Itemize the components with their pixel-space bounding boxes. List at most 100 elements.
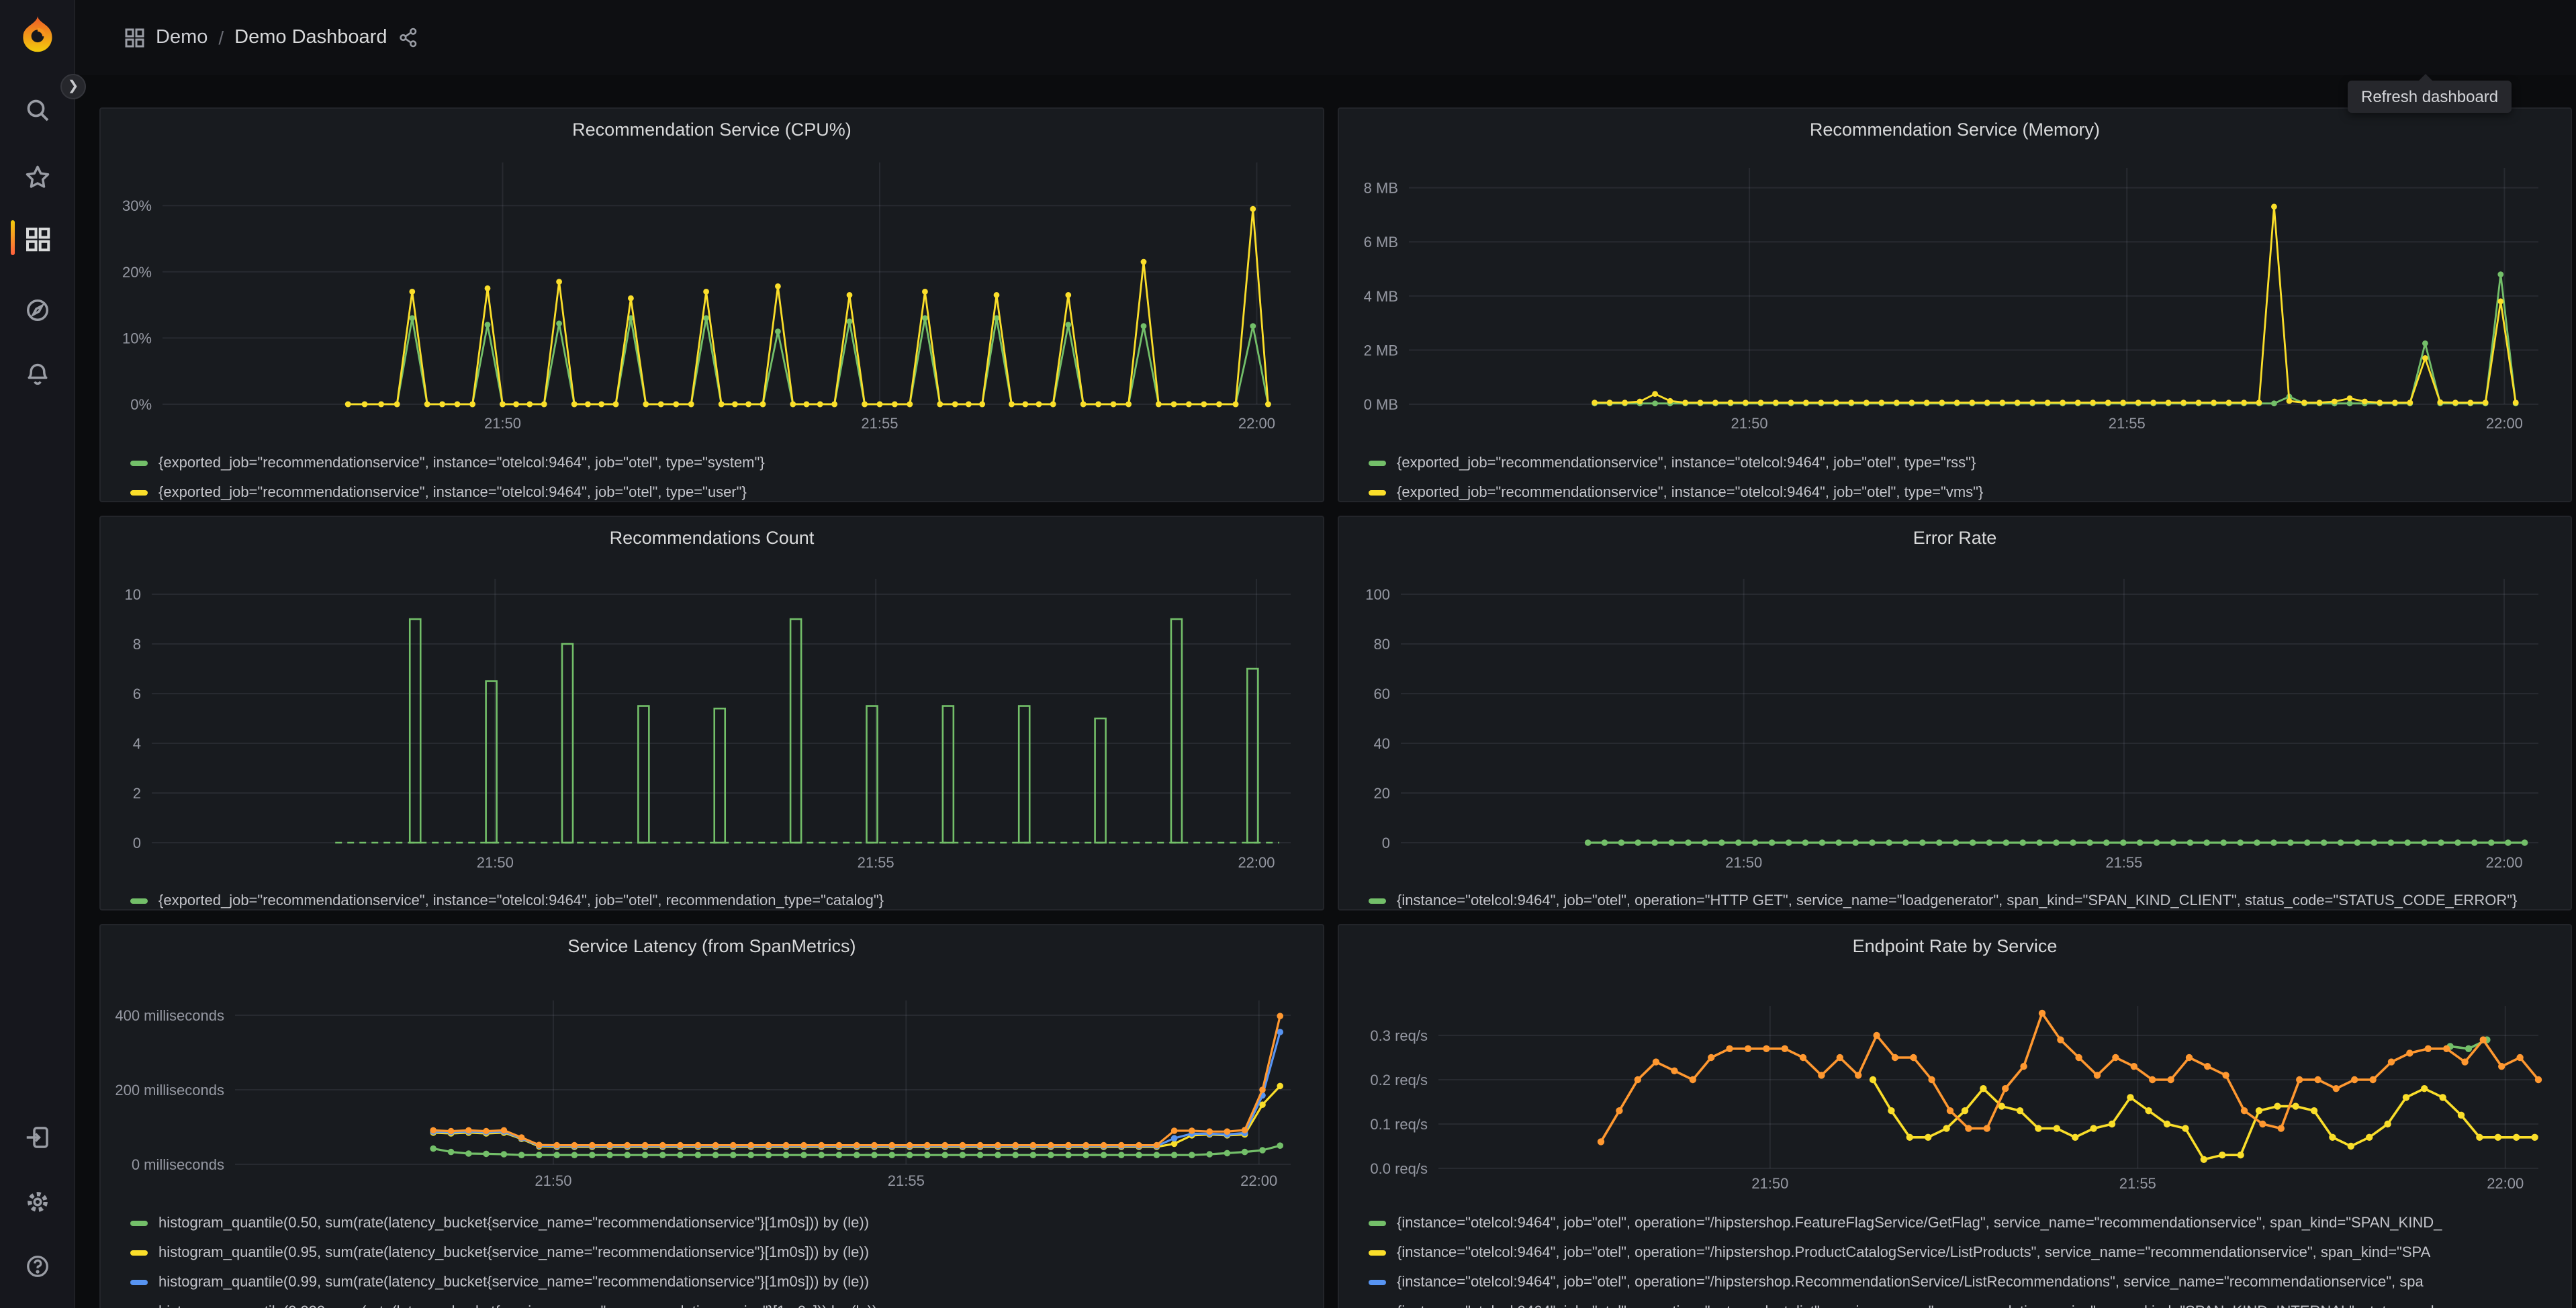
legend-item[interactable]: {instance="otelcol:9464", job="otel", op… [1369,1272,2563,1293]
sidebar [0,0,75,1308]
svg-text:100: 100 [1365,586,1390,603]
expand-sidebar-button[interactable]: ❯ [60,74,86,99]
legend-label: histogram_quantile(0.50, sum(rate(latenc… [158,1215,870,1231]
panel-title[interactable]: Recommendations Count [609,528,815,548]
settings-gear-icon[interactable] [0,1175,75,1229]
svg-text:0%: 0% [130,396,152,413]
axis-labels: 0 MB 2 MB 4 MB 6 MB 8 MB 21:50 21:55 22:00 [1364,180,2523,432]
legend-label: {exported_job="recommendationservice", i… [158,455,765,471]
svg-text:21:55: 21:55 [861,415,898,432]
svg-text:22:00: 22:00 [2486,854,2523,871]
panel-cpu: Recommendation Service (CPU%) 0% 10% 20% 30%… [99,107,1324,502]
gridlines [235,1000,1291,1165]
help-icon[interactable] [0,1240,75,1293]
explore-compass-icon[interactable] [0,283,75,337]
legend-item[interactable]: {exported_job="recommendationservice", i… [130,890,1315,909]
series-0 [430,1142,1283,1158]
svg-text:60: 60 [1374,686,1390,702]
axis-labels: 0% 10% 20% 30% 21:50 21:55 22:00 [122,197,1275,432]
chart-endpoint-rate[interactable]: 0.0 req/s 0.1 req/s 0.2 req/s 0.3 req/s 21:5… [1339,925,2572,1308]
svg-text:21:55: 21:55 [2109,415,2146,432]
panel-title[interactable]: Endpoint Rate by Service [1852,936,2058,956]
legend-label: {instance="otelcol:9464", job="otel", op… [1397,1245,2431,1261]
svg-text:8: 8 [133,636,141,653]
legend-marker [1369,1279,1386,1286]
topbar: Demo / Demo Dashboard Last 15 minutes [75,0,2576,75]
legend-label: {instance="otelcol:9464", job="otel", op… [1397,1274,2424,1291]
svg-text:22:00: 22:00 [1240,1172,1277,1189]
svg-text:10: 10 [125,586,141,603]
axis-labels: 0 milliseconds 200 milliseconds 400 millis… [115,1007,1277,1189]
legend-item[interactable]: histogram_quantile(0.95, sum(rate(latenc… [130,1242,1315,1264]
svg-text:2 MB: 2 MB [1364,342,1398,359]
legend-item[interactable]: histogram_quantile(0.99, sum(rate(latenc… [130,1272,1315,1293]
legend-label: {instance="otelcol:9464", job="otel", op… [1397,1304,2451,1308]
legend-marker [130,1250,148,1256]
search-icon[interactable] [0,83,75,137]
svg-text:20: 20 [1374,785,1390,802]
legend-item[interactable]: {instance="otelcol:9464", job="otel", op… [1369,1213,2563,1234]
legend-label: {exported_job="recommendationservice", i… [1397,455,1976,471]
chart-service-latency[interactable]: 0 milliseconds 200 milliseconds 400 millis… [101,925,1324,1308]
panel-title[interactable]: Recommendation Service (Memory) [1809,120,2101,140]
svg-text:22:00: 22:00 [1238,415,1275,432]
legend-item[interactable]: {instance="otelcol:9464", job="otel", op… [1369,1301,2563,1308]
svg-text:21:55: 21:55 [858,854,894,871]
dashboards-grid-icon [125,28,144,48]
chart-error-rate[interactable]: 0 20 40 60 80 100 21:50 21:55 22:00 [1339,517,2572,910]
svg-text:21:50: 21:50 [1731,415,1768,432]
starred-icon[interactable] [0,150,75,204]
legend-marker [130,898,148,904]
chart-cpu[interactable]: 0% 10% 20% 30% 21:50 21:55 22:00 [101,109,1324,502]
legend-item[interactable]: {instance="otelcol:9464", job="otel", op… [1369,1242,2563,1264]
legend-item[interactable]: {exported_job="recommendationservice", i… [130,482,1315,501]
svg-text:400 milliseconds: 400 milliseconds [115,1007,224,1024]
breadcrumb-page[interactable]: Demo Dashboard [234,27,387,48]
gridlines [163,162,1291,405]
legend-label: histogram_quantile(0.95, sum(rate(latenc… [158,1245,870,1261]
panel-title[interactable]: Error Rate [1913,528,1997,548]
svg-text:22:00: 22:00 [2486,415,2523,432]
svg-text:22:00: 22:00 [2487,1175,2524,1192]
svg-text:21:50: 21:50 [477,854,514,871]
share-icon[interactable] [398,27,419,48]
breadcrumb-section[interactable]: Demo [156,27,208,48]
svg-text:30%: 30% [122,197,152,214]
gridlines [1409,168,2538,405]
legend-label: histogram_quantile(0.99, sum(rate(latenc… [158,1274,870,1291]
legend-item[interactable]: {instance="otelcol:9464", job="otel", op… [1369,890,2563,909]
svg-text:0: 0 [133,835,141,851]
legend-item[interactable]: {exported_job="recommendationservice", i… [1369,453,2563,474]
dashboards-icon[interactable] [0,212,75,266]
series-1 [1592,203,2519,406]
svg-text:21:55: 21:55 [2119,1175,2156,1192]
panel-error-rate: Error Rate 0 20 40 60 80 100 21:50 21:55 22:00 {in… [1338,516,2572,910]
breadcrumb-separator: / [218,27,224,48]
legend-label: {exported_job="recommendationservice", i… [1397,485,1984,501]
legend-item[interactable]: {exported_job="recommendationservice", i… [1369,482,2563,501]
chart-memory[interactable]: 0 MB 2 MB 4 MB 6 MB 8 MB 21:50 21:55 22:00 [1339,109,2572,502]
alerting-bell-icon[interactable] [0,348,75,402]
legend-marker [1369,489,1386,496]
svg-text:6 MB: 6 MB [1364,234,1398,250]
legend-item[interactable]: histogram_quantile(0.50, sum(rate(latenc… [130,1213,1315,1234]
svg-text:22:00: 22:00 [1238,854,1275,871]
active-nav-indicator [11,220,15,255]
series-0 [1584,839,2528,846]
legend-marker [1369,1220,1386,1227]
legend-marker [130,1279,148,1286]
grafana-logo-icon[interactable] [17,13,58,54]
svg-text:21:50: 21:50 [1725,854,1762,871]
legend-item[interactable]: {exported_job="recommendationservice", i… [130,453,1315,474]
axis-labels: 0.0 req/s 0.1 req/s 0.2 req/s 0.3 req/s 21:5… [1370,1027,2524,1192]
svg-text:21:50: 21:50 [484,415,521,432]
sign-in-icon[interactable] [0,1111,75,1164]
axis-labels: 0 2 4 6 8 10 21:50 21:55 22:00 [125,586,1275,871]
legend-label: {exported_job="recommendationservice", i… [158,893,884,909]
panel-title[interactable]: Recommendation Service (CPU%) [572,120,852,140]
panel-title[interactable]: Service Latency (from SpanMetrics) [567,936,856,956]
legend-item[interactable]: histogram_quantile(0.999, sum(rate(laten… [130,1301,1315,1308]
chart-recommendations-count[interactable]: 0 2 4 6 8 10 21:50 21:55 22:00 [101,517,1324,910]
legend-label: {instance="otelcol:9464", job="otel", op… [1397,1215,2442,1231]
